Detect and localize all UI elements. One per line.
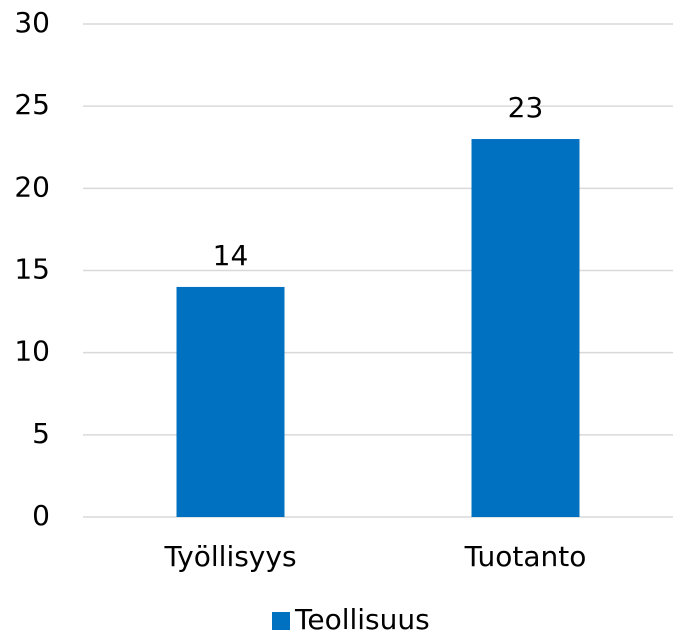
legend-label: Teollisuus [294,603,430,635]
y-tick-label: 20 [14,170,50,203]
y-tick-label: 5 [32,417,50,450]
data-label: 23 [508,91,544,124]
y-tick-label: 0 [32,499,50,532]
legend-swatch [272,612,290,630]
bar [176,286,285,517]
y-tick-label: 10 [14,335,50,368]
y-tick-label: 25 [14,88,50,121]
x-tick-label: Tuotanto [464,540,587,573]
data-label: 14 [213,239,249,272]
y-tick-label: 30 [14,6,50,39]
x-tick-label: Työllisyys [163,540,296,573]
bar [471,139,580,518]
y-tick-label: 15 [14,253,50,286]
